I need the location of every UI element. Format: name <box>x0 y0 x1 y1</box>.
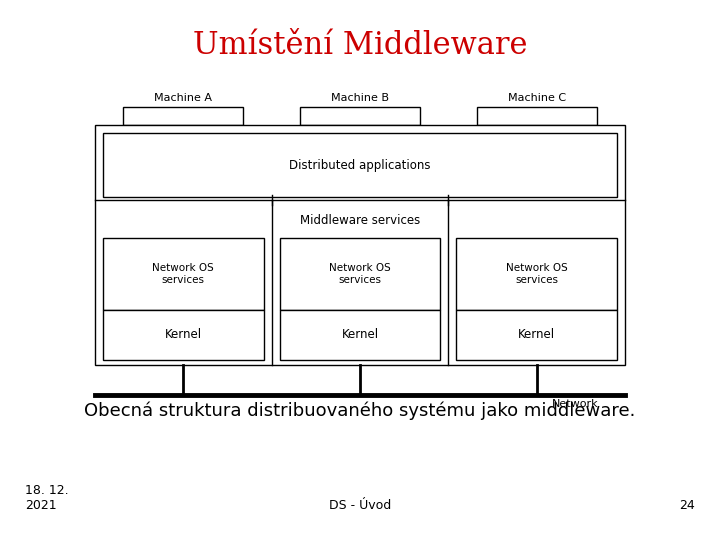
Text: Umístění Middleware: Umístění Middleware <box>193 30 527 61</box>
Text: 18. 12.
2021: 18. 12. 2021 <box>25 484 68 512</box>
Text: Kernel: Kernel <box>518 328 555 341</box>
Bar <box>95 125 625 365</box>
Text: DS - Úvod: DS - Úvod <box>329 499 391 512</box>
Text: Network OS
services: Network OS services <box>329 263 391 285</box>
Bar <box>103 310 264 360</box>
Text: Kernel: Kernel <box>165 328 202 341</box>
Text: Middleware services: Middleware services <box>300 213 420 226</box>
Bar <box>279 310 441 360</box>
Text: Distributed applications: Distributed applications <box>289 159 431 172</box>
Text: Kernel: Kernel <box>341 328 379 341</box>
Bar <box>477 107 597 125</box>
Text: 24: 24 <box>679 499 695 512</box>
Bar <box>279 238 441 310</box>
Text: Machine B: Machine B <box>331 93 389 103</box>
Text: Machine A: Machine A <box>154 93 212 103</box>
Text: Network OS
services: Network OS services <box>153 263 215 285</box>
Bar <box>103 133 617 197</box>
Bar <box>456 310 617 360</box>
Text: Network OS
services: Network OS services <box>505 263 567 285</box>
Bar <box>123 107 243 125</box>
Text: Obecná struktura distribuovaného systému jako middleware.: Obecná struktura distribuovaného systému… <box>84 402 636 421</box>
Bar <box>103 238 264 310</box>
Bar <box>456 238 617 310</box>
Text: Network: Network <box>552 399 598 409</box>
Bar <box>300 107 420 125</box>
Text: Machine C: Machine C <box>508 93 566 103</box>
